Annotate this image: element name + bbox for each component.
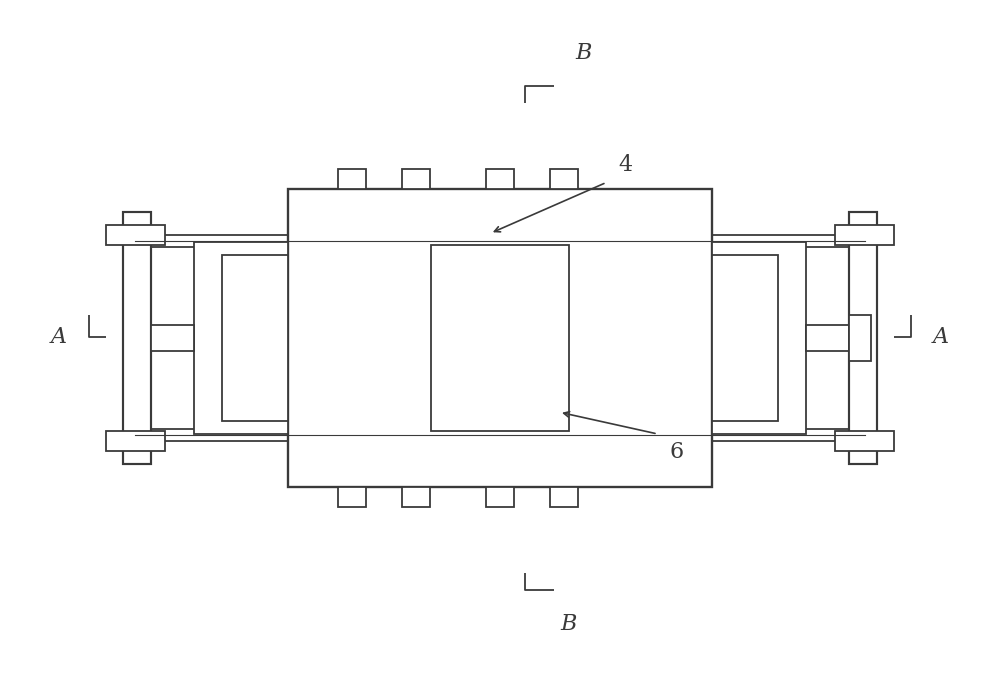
Bar bbox=[135, 429, 865, 441]
Bar bbox=[550, 169, 578, 189]
Bar bbox=[402, 169, 430, 189]
Bar bbox=[194, 242, 288, 434]
Text: B: B bbox=[576, 43, 592, 64]
Bar bbox=[288, 189, 712, 487]
Bar bbox=[151, 324, 194, 352]
Bar bbox=[402, 487, 430, 507]
Bar bbox=[849, 212, 877, 464]
Text: B: B bbox=[561, 613, 577, 635]
Bar bbox=[135, 235, 865, 247]
Bar bbox=[431, 245, 569, 431]
Bar bbox=[849, 315, 871, 361]
Bar bbox=[338, 487, 366, 507]
Bar bbox=[486, 487, 514, 507]
Bar bbox=[712, 242, 806, 434]
Bar bbox=[835, 431, 894, 451]
Bar bbox=[550, 487, 578, 507]
Bar bbox=[338, 169, 366, 189]
Text: A: A bbox=[933, 326, 949, 347]
Text: 6: 6 bbox=[670, 441, 684, 462]
Bar bbox=[106, 225, 165, 245]
Bar bbox=[835, 225, 894, 245]
Bar bbox=[486, 169, 514, 189]
Bar bbox=[106, 431, 165, 451]
Bar bbox=[806, 324, 849, 352]
Bar bbox=[123, 212, 151, 464]
Text: A: A bbox=[51, 326, 67, 347]
Text: 4: 4 bbox=[618, 153, 632, 176]
Bar bbox=[712, 256, 778, 420]
Bar bbox=[222, 256, 288, 420]
